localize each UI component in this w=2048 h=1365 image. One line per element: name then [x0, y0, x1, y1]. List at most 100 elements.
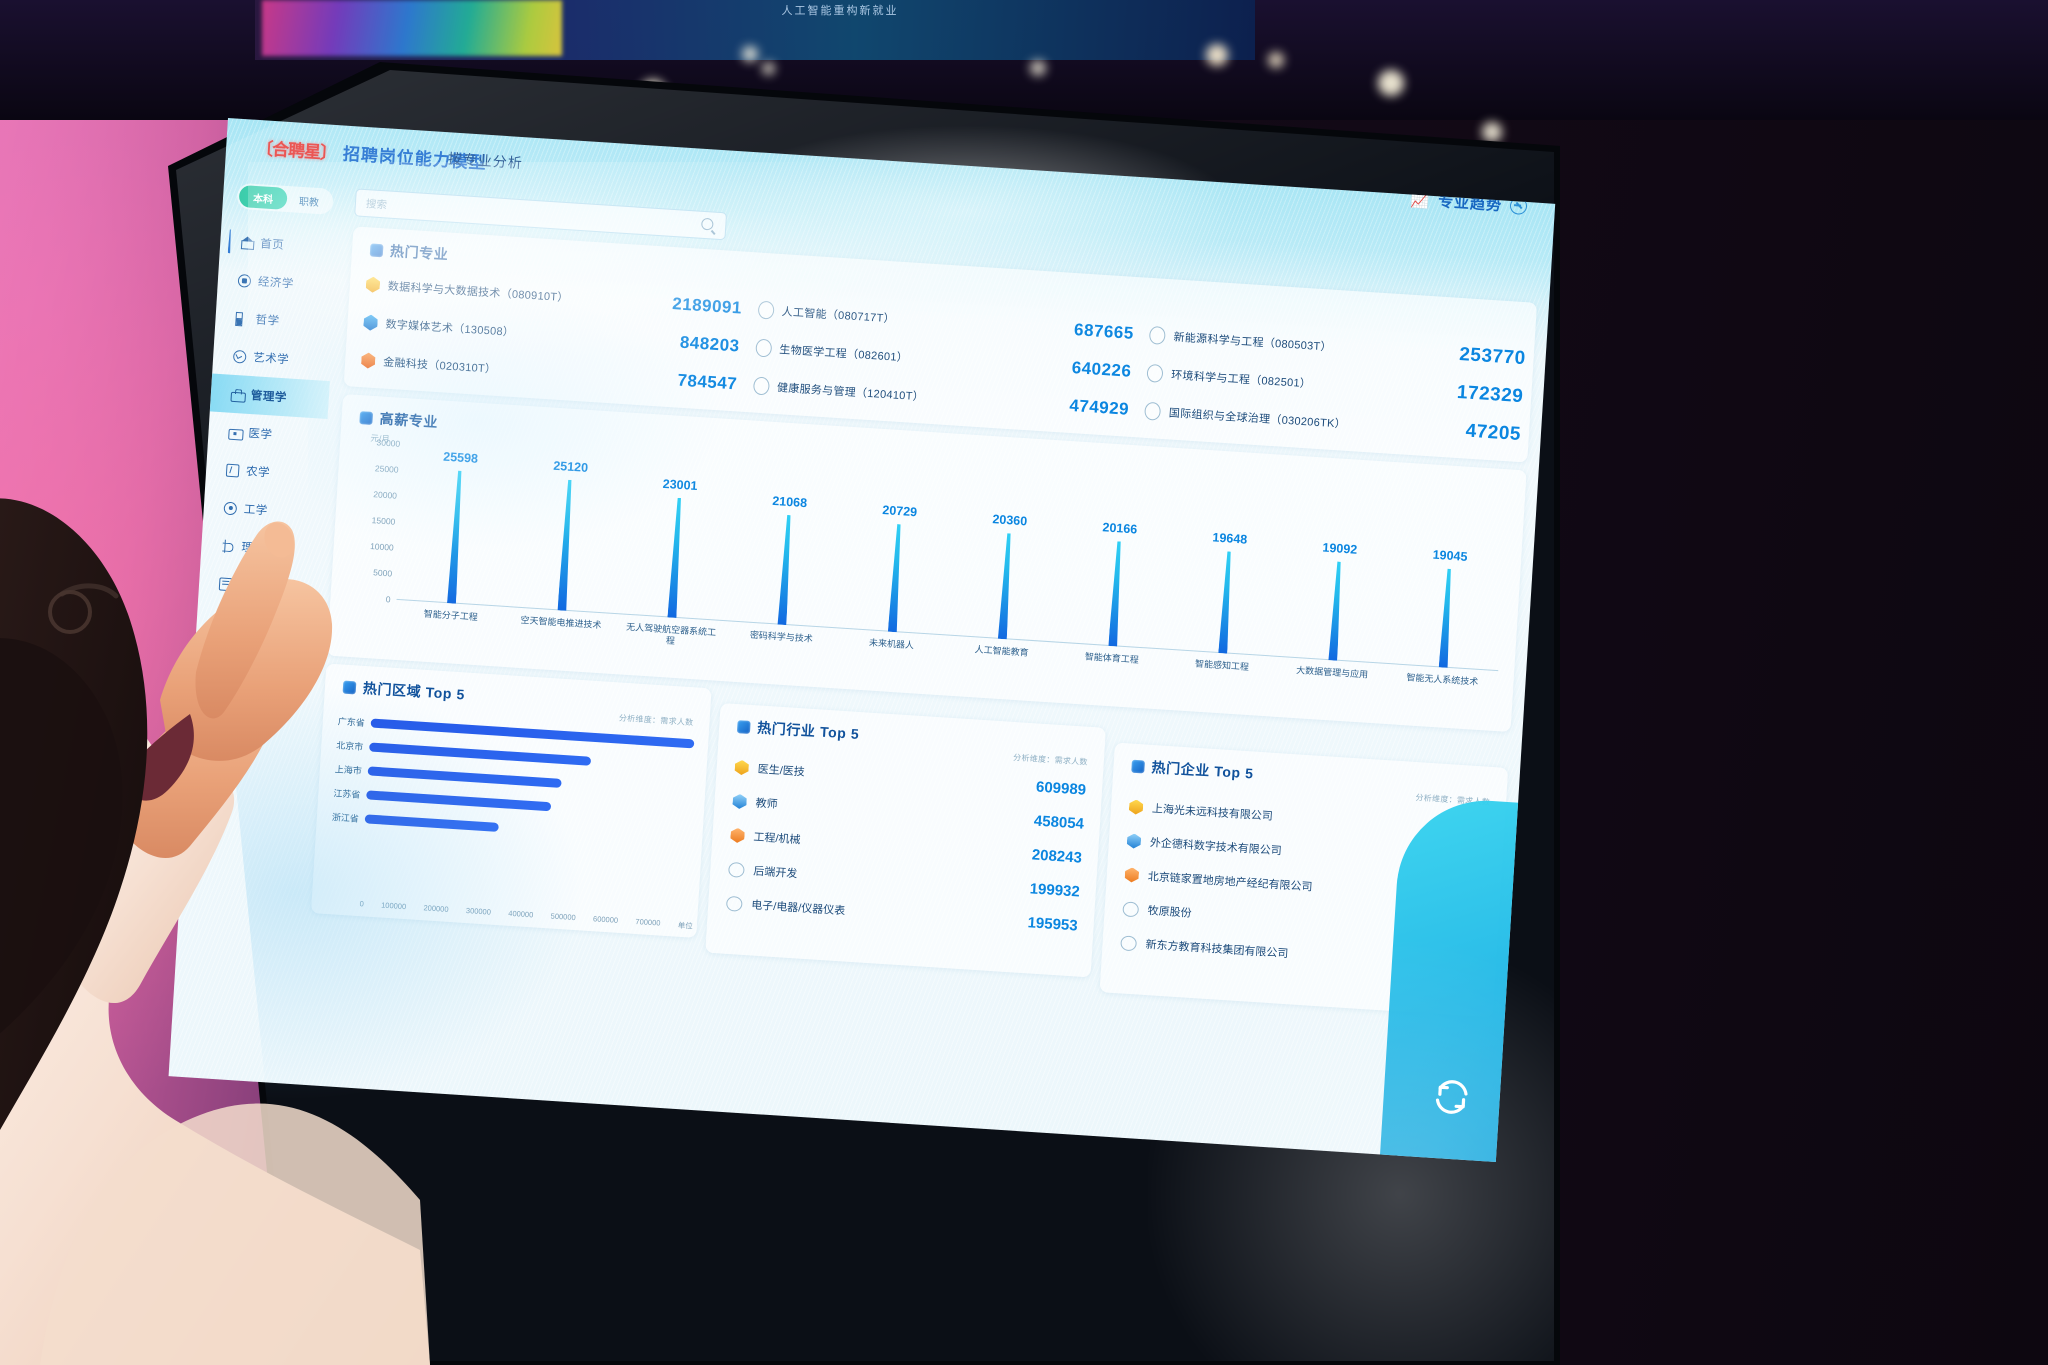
sidebar-item-label: 艺术学: [252, 352, 290, 367]
hot-majors-header: 热门专业: [369, 239, 449, 264]
hot-major-value: 784547: [676, 370, 738, 394]
bar[interactable]: [888, 524, 904, 632]
plot-area: 25598 智能分子工程 25120 空天智能电推进技术 23001 无人驾驶航空器系统工…: [396, 444, 1507, 687]
bar[interactable]: [998, 533, 1014, 639]
region-bar: [364, 813, 500, 832]
list-item-value: 458054: [1033, 811, 1085, 833]
bar[interactable]: [778, 515, 794, 625]
bar-group[interactable]: 20729 未来机器人: [869, 503, 918, 650]
history-icon: [219, 577, 233, 591]
brand-mark: 〔合聘星〕: [255, 138, 337, 164]
bar[interactable]: [557, 480, 574, 611]
law-icon: [212, 691, 226, 705]
list-item-name: 上海光未远科技有限公司: [1151, 803, 1274, 823]
refresh-button[interactable]: [1424, 1069, 1479, 1124]
hot-majors-icon: [369, 242, 384, 257]
search-icon[interactable]: [700, 217, 714, 231]
bar-value-label: 20166: [1102, 520, 1138, 537]
bar-group[interactable]: 20166 智能体育工程: [1085, 520, 1140, 665]
management-icon: [231, 387, 245, 401]
bar-value-label: 20729: [881, 503, 918, 520]
bar-group[interactable]: 25598 智能分子工程: [424, 450, 479, 623]
education-level-toggle[interactable]: 本科 职教: [236, 182, 334, 215]
ring-icon: [238, 273, 252, 287]
sidebar-item-label: 农学: [245, 465, 271, 480]
region-label: 江苏省: [333, 787, 361, 800]
rank-badge-icon: [361, 352, 376, 369]
bar-value-label: 20360: [992, 512, 1028, 529]
rank-medal-icon: [728, 861, 745, 878]
hot-major-name: 人工智能（080717T）: [781, 306, 896, 326]
hot-major-value: 687665: [1073, 320, 1135, 343]
sidebar-item-label: 文学: [236, 617, 262, 632]
bar-group[interactable]: 19092 大数据管理与应用: [1296, 541, 1368, 680]
list-item-value: 195953: [1027, 913, 1079, 934]
bar[interactable]: [1328, 561, 1343, 660]
bar-group[interactable]: 23001 无人驾驶航空器系统工程: [626, 477, 716, 646]
bar[interactable]: [667, 498, 683, 618]
rank-medal-icon: [1120, 934, 1138, 951]
list-item-name: 北京链家置地房地产经纪有限公司: [1147, 870, 1313, 894]
medicine-icon: [228, 425, 242, 439]
bar-group[interactable]: 21068 密码科学与技术: [750, 494, 814, 644]
rank-badge-icon: [363, 314, 378, 331]
engineering-icon: [223, 501, 237, 515]
region-label: 广东省: [337, 715, 366, 728]
rank-badge-icon: [1146, 363, 1164, 383]
sidebar-item-label: 法学: [231, 693, 257, 708]
hot-major-name: 数据科学与大数据技术（080910T）: [387, 280, 569, 305]
grid-icon: [235, 311, 249, 325]
bar-group[interactable]: 19045 智能无人系统技术: [1406, 548, 1478, 687]
list-item-value: 208243: [1031, 845, 1083, 867]
bar[interactable]: [447, 470, 464, 603]
list-item-name: 教师: [755, 797, 778, 811]
hot-region-title: 热门区域 Top 5: [362, 679, 466, 703]
sidebar-item-label: 历史学: [238, 579, 276, 594]
hot-region-icon: [342, 680, 357, 694]
hot-major-name: 数字媒体艺术（130508）: [385, 318, 515, 339]
bar-group[interactable]: 25120 空天智能电推进技术: [520, 459, 601, 630]
region-x-tick: 0: [359, 899, 365, 909]
rank-medal-icon: [730, 827, 745, 843]
sidebar-item-12[interactable]: 法学: [191, 677, 311, 723]
sidebar-item-label: 首页: [259, 238, 285, 252]
rank-medal-icon: [732, 794, 747, 810]
y-axis-tick: 0: [385, 594, 391, 605]
sidebar-item-label: 理学: [241, 541, 266, 556]
hot-major-name: 国际组织与全球治理（030206TK）: [1168, 407, 1347, 431]
y-axis-tick: 20000: [373, 489, 398, 501]
hot-region-dimension: 分析维度：需求人数: [618, 713, 694, 728]
sidebar-item-label: 经济学: [257, 276, 295, 291]
rank-medal-icon: [1122, 900, 1140, 917]
bar-category-label: 密码科学与技术: [749, 629, 814, 644]
hot-major-value: 848203: [679, 332, 741, 356]
bar-group[interactable]: 20360 人工智能教育: [974, 512, 1029, 658]
bar[interactable]: [1439, 568, 1454, 667]
bar-category-label: 未来机器人: [868, 637, 915, 651]
list-item-name: 外企德科数字技术有限公司: [1149, 837, 1282, 858]
high-salary-header: 高薪专业: [359, 407, 438, 432]
list-item-name: 电子/电器/仪器仪表: [750, 899, 846, 918]
hot-region-card: 热门区域 Top 5 分析维度：需求人数 广东省 北京市 上海市 江苏省 浙江省 0 10…: [310, 663, 712, 938]
bar[interactable]: [1108, 541, 1123, 646]
salary-bar-chart: 30000 25000 20000 15000 10000 5000 0 25598 智能分子…: [348, 437, 1508, 715]
sidebar-item-label: 教育学: [233, 655, 271, 670]
region-x-tick: 600000: [592, 914, 619, 925]
bar[interactable]: [1218, 551, 1233, 653]
rank-badge-icon: [365, 276, 380, 293]
hot-industry-header: 热门行业 Top 5: [736, 716, 860, 744]
bar-category-label: 无人驾驶航空器系统工程: [625, 621, 717, 647]
bar-category-label: 人工智能教育: [974, 644, 1029, 658]
toggle-option-undergrad[interactable]: 本科: [238, 184, 288, 210]
list-item-name: 新东方教育科技集团有限公司: [1145, 938, 1289, 961]
bar-value-label: 25120: [552, 458, 589, 475]
region-x-tick: 700000: [635, 916, 661, 928]
rank-badge-icon: [752, 376, 770, 396]
hot-major-value: 474929: [1068, 395, 1130, 419]
toggle-option-vocational[interactable]: 职教: [298, 196, 320, 209]
list-item-value: 609989: [1035, 778, 1087, 799]
bar-group[interactable]: 19648 智能感知工程: [1195, 530, 1250, 672]
rank-badge-icon: [757, 300, 775, 320]
hot-major-name: 新能源科学与工程（080503T）: [1173, 331, 1333, 354]
